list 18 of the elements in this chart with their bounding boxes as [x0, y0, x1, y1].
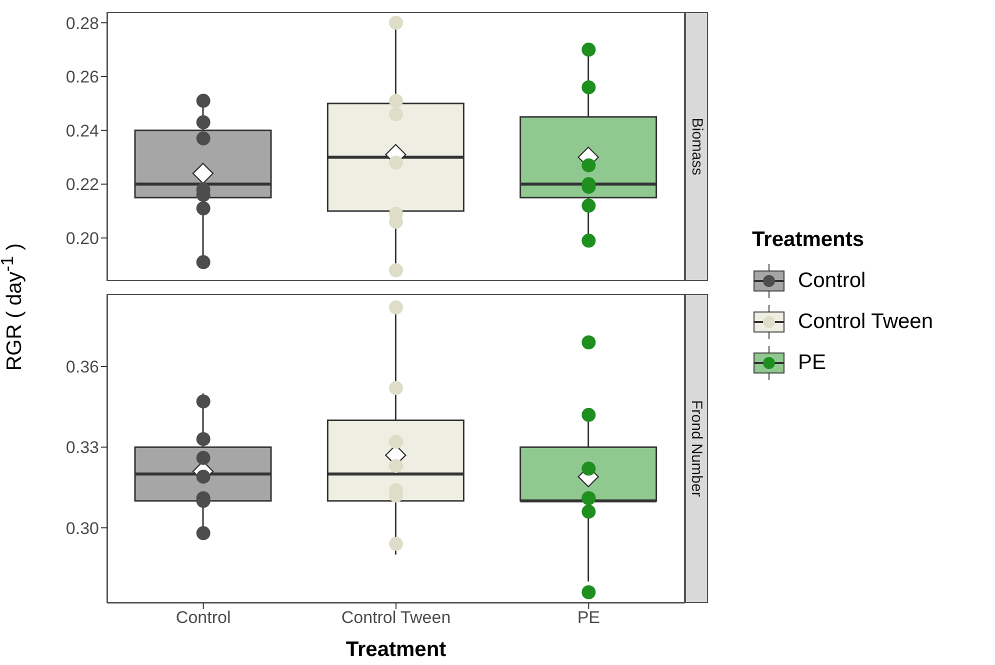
y-tick-label: 0.33 — [66, 438, 99, 458]
x-axis-title: Treatment — [344, 638, 448, 662]
y-tick-label: 0.20 — [66, 228, 99, 248]
x-tick-label: Control — [176, 608, 231, 628]
y-tick-label: 0.26 — [66, 68, 99, 87]
x-tick-label: Control Tween — [341, 608, 451, 628]
y-tick-label: 0.36 — [66, 358, 99, 377]
text: Biomass — [688, 118, 705, 176]
y-tick-label: 0.24 — [66, 121, 99, 140]
legend-label: Control — [798, 268, 866, 292]
text: Frond Number — [688, 400, 706, 497]
y-tick-label: 0.30 — [66, 518, 99, 538]
legend-label: Control Tween — [798, 310, 934, 334]
legend-label: PE — [798, 350, 826, 374]
legend-title: Treatments — [752, 228, 866, 252]
x-tick-label: PE — [577, 608, 600, 628]
y-tick-label: 0.22 — [66, 175, 99, 194]
y-tick-label: 0.28 — [66, 14, 99, 33]
